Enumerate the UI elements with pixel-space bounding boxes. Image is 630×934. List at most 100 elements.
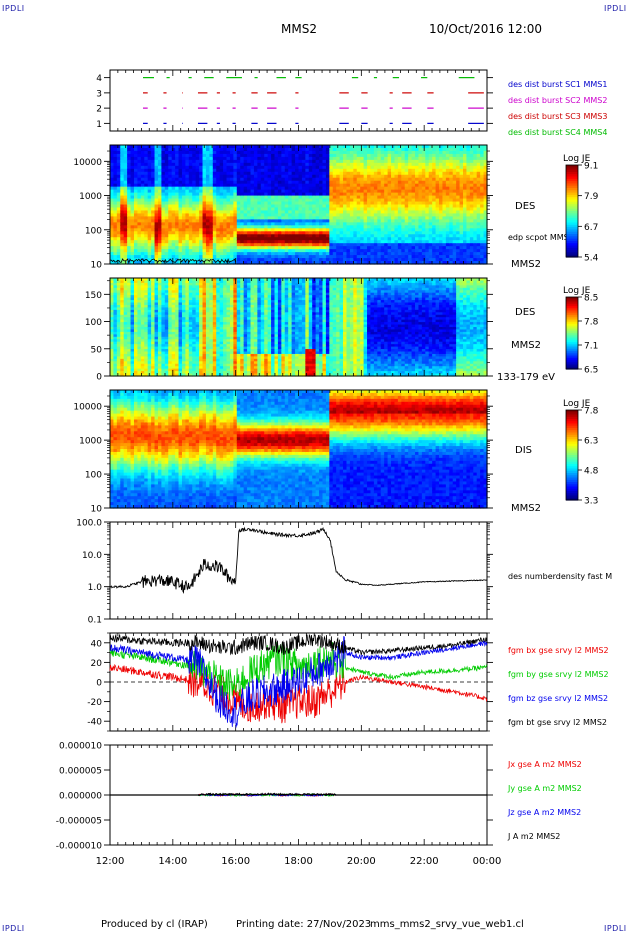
des-energy-cell [442,177,447,182]
des-energy-cell [346,240,351,244]
des-energy-cell [140,186,145,191]
des-energy-cell [428,189,433,194]
des-energy-cell [456,147,461,152]
des-energy-cell [144,219,149,223]
des-energy-cell [428,180,433,185]
des-energy-cell [466,255,471,259]
des-energy-cell [397,234,402,238]
des-energy-cell [425,165,430,170]
des-energy-cell [301,171,306,176]
des-energy-cell [171,174,176,179]
des-energy-cell [226,192,231,197]
des-energy-cell [243,213,248,217]
des-energy-cell [384,198,389,203]
des-energy-cell [154,219,159,223]
des-energy-cell [480,228,485,232]
des-energy-cell [188,210,193,215]
des-energy-cell [240,171,245,176]
des-energy-cell [363,213,368,217]
des-energy-cell [312,186,317,191]
des-pitch-cell [116,336,121,340]
des-energy-cell [332,249,337,253]
des-energy-cell [205,147,210,152]
des-energy-cell [277,156,282,161]
des-energy-cell [473,171,478,176]
des-energy-cell [322,189,327,194]
des-energy-cell [476,252,481,256]
des-energy-cell [116,210,121,215]
des-energy-cell [435,219,440,223]
des-energy-cell [281,228,286,232]
des-energy-cell [469,231,474,235]
des-energy-cell [264,168,269,173]
des-energy-cell [418,240,423,244]
des-pitch-cell [116,322,121,326]
des-energy-cell [274,207,279,212]
des-energy-cell [298,225,303,229]
des-energy-cell [373,171,378,176]
des-energy-cell [127,201,132,206]
des-pitch-cell [113,282,118,286]
des-energy-cell [192,150,197,155]
des-energy-cell [264,162,269,167]
des-energy-cell [284,228,289,232]
des-energy-cell [284,145,289,149]
des-energy-cell [343,261,348,265]
des-energy-cell [408,171,413,176]
des-energy-cell [209,240,214,244]
des-energy-cell [144,186,149,191]
des-energy-cell [428,258,433,262]
des-energy-cell [236,153,241,158]
des-energy-cell [188,168,193,173]
des-pitch-cell [116,324,121,328]
des-energy-cell [452,243,457,247]
des-energy-cell [387,237,392,241]
des-energy-cell [212,210,217,215]
des-energy-cell [380,168,385,173]
des-energy-cell [226,249,231,253]
des-energy-cell [267,153,272,158]
des-energy-cell [449,153,454,158]
des-pitch-cell [120,314,125,318]
des-energy-cell [216,162,221,167]
des-energy-cell [178,192,183,197]
des-energy-cell [360,204,365,209]
des-energy-cell [421,159,426,164]
des-energy-cell [432,261,437,265]
des-energy-cell [295,204,300,209]
des-energy-cell [483,174,488,179]
des-energy-cell [387,168,392,173]
des-energy-cell [219,147,224,152]
des-energy-cell [154,207,159,212]
des-energy-cell [418,156,423,161]
des-energy-cell [336,219,341,223]
des-energy-cell [452,237,457,241]
des-energy-cell [260,145,265,149]
des-energy-cell [243,228,248,232]
des-energy-colorbar-cell [566,245,578,249]
des-energy-cell [137,255,142,259]
des-energy-cell [127,258,132,262]
des-energy-cell [346,216,351,220]
des-energy-cell [408,204,413,209]
des-energy-cell [432,228,437,232]
des-energy-cell [151,258,156,262]
des-energy-cell [469,150,474,155]
des-energy-cell [240,156,245,161]
des-energy-cell [226,159,231,164]
des-energy-cell [295,240,300,244]
des-energy-cell [445,147,450,152]
des-energy-cell [116,261,121,265]
des-energy-cell [473,195,478,200]
des-energy-cell [428,216,433,220]
des-energy-cell [271,216,276,220]
des-energy-cell [435,186,440,191]
des-energy-cell [428,168,433,173]
des-energy-cell [240,261,245,265]
des-energy-cell [110,261,115,265]
des-energy-cell [463,195,468,200]
des-energy-cell [277,219,282,223]
des-energy-cell [161,216,166,220]
des-energy-cell [370,195,375,200]
des-energy-cell [130,145,135,149]
